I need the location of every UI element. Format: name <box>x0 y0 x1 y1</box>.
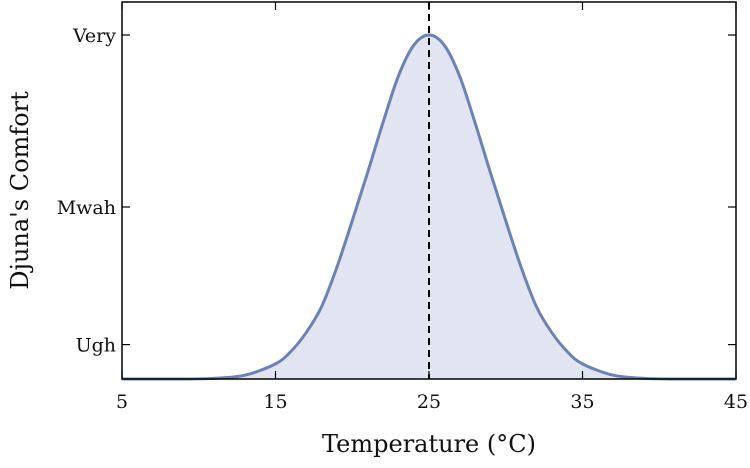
y-axis-title: Djuna's Comfort <box>6 91 34 290</box>
x-tick-label: 15 <box>263 391 287 413</box>
plot-area <box>121 2 736 381</box>
x-tick-label: 35 <box>570 391 594 413</box>
x-tick-label: 45 <box>724 391 748 413</box>
x-axis-title: Temperature (°C) <box>322 430 536 458</box>
x-tick-label: 25 <box>417 391 441 413</box>
y-tick-label: Very <box>72 25 116 47</box>
axes: 5 15 25 35 45 Ugh Mwah Very <box>57 1 748 413</box>
y-tick-label: Ugh <box>76 335 116 357</box>
series-line <box>121 33 736 381</box>
y-tick-label: Mwah <box>57 197 116 219</box>
x-tick-label: 5 <box>116 391 128 413</box>
